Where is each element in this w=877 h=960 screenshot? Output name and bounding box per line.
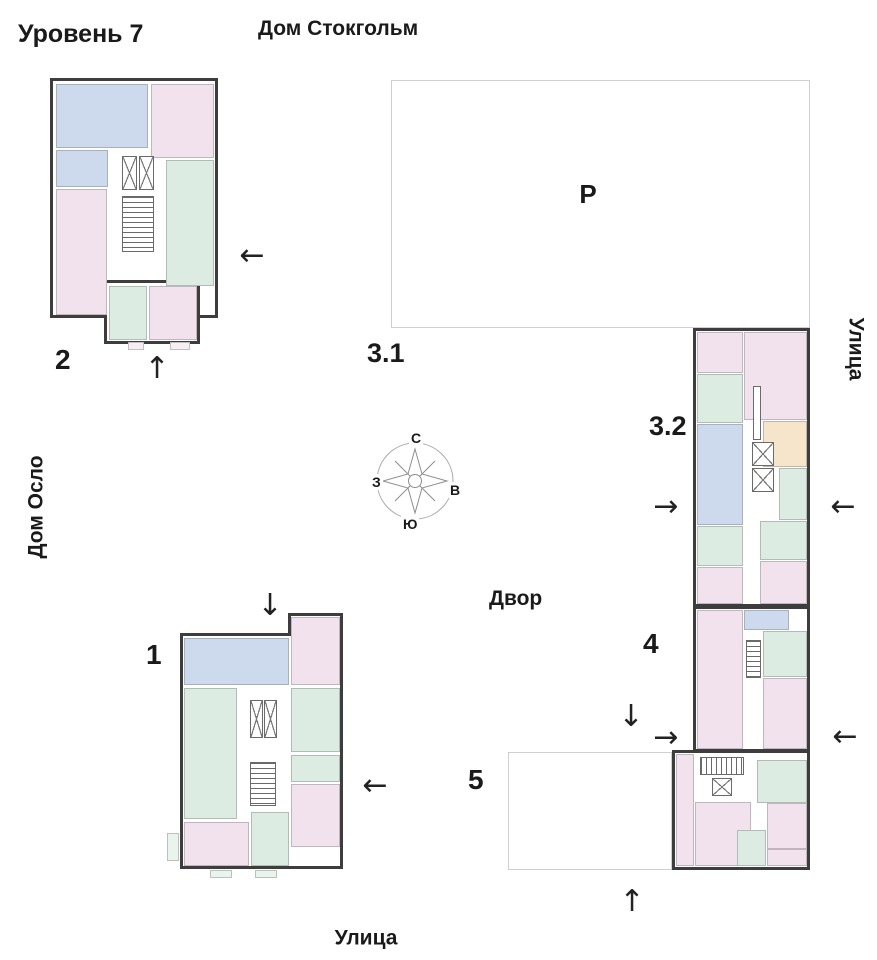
apartment-unit[interactable]	[767, 849, 807, 866]
apartment-unit[interactable]	[760, 521, 807, 560]
entrance-arrow-up: ↑	[144, 350, 170, 386]
balcony	[210, 870, 232, 878]
section-label-2: 2	[55, 344, 71, 375]
apartment-unit[interactable]	[149, 286, 197, 340]
balcony	[255, 870, 277, 878]
compass-south-label: Ю	[401, 516, 420, 532]
apartment-unit[interactable]	[767, 803, 807, 849]
apartment-unit[interactable]	[151, 84, 214, 158]
apartment-unit[interactable]	[757, 760, 807, 803]
parking-block	[391, 80, 810, 328]
apartment-unit[interactable]	[763, 678, 807, 749]
apartment-unit[interactable]	[291, 755, 340, 782]
entrance-arrow-right: →	[653, 719, 679, 755]
block-5-outline	[508, 752, 672, 870]
elevator-icon	[122, 156, 137, 190]
page-title: Уровень 7	[18, 20, 144, 48]
street-right-label: Улица	[844, 317, 868, 381]
elevator-icon	[752, 442, 774, 466]
elevator-shaft	[753, 386, 761, 440]
house-stockholm-label: Дом Стокгольм	[258, 17, 419, 40]
apartment-unit[interactable]	[56, 189, 107, 315]
compass-east-label: В	[448, 482, 463, 498]
apartment-unit[interactable]	[697, 526, 743, 566]
stairs-icon	[250, 762, 276, 806]
balcony	[170, 342, 190, 350]
apartment-unit[interactable]	[697, 567, 743, 604]
apartment-unit[interactable]	[56, 84, 148, 148]
section-label-3-1: 3.1	[367, 338, 405, 368]
entrance-arrow-left: ←	[830, 488, 856, 524]
entrance-arrow-down: ↓	[618, 698, 644, 734]
apartment-unit[interactable]	[760, 561, 807, 604]
entrance-arrow-up: ↑	[619, 883, 645, 919]
stairs-icon	[122, 196, 154, 252]
stairs-icon	[746, 640, 761, 678]
apartment-unit[interactable]	[166, 160, 214, 286]
section-divider-wall	[695, 604, 808, 609]
balcony	[167, 833, 179, 861]
street-bottom-label: Улица	[334, 926, 398, 950]
apartment-unit[interactable]	[737, 830, 766, 866]
apartment-unit[interactable]	[184, 638, 289, 685]
elevator-icon	[752, 468, 774, 492]
apartment-unit[interactable]	[109, 286, 147, 340]
apartment-unit[interactable]	[184, 822, 249, 866]
apartment-unit[interactable]	[697, 424, 743, 525]
entrance-arrow-left: ←	[832, 718, 858, 754]
apartment-unit[interactable]	[763, 631, 807, 677]
section-label-3-2: 3.2	[649, 411, 687, 441]
stairs-icon	[700, 757, 744, 775]
section-label-5: 5	[468, 764, 484, 795]
apartment-unit[interactable]	[291, 688, 340, 752]
apartment-unit[interactable]	[184, 688, 237, 819]
courtyard-label: Двор	[489, 587, 543, 610]
parking-label: Р	[579, 179, 597, 209]
apartment-unit[interactable]	[676, 754, 694, 866]
elevator-icon	[264, 700, 277, 738]
apartment-unit[interactable]	[744, 610, 789, 630]
entrance-arrow-right: →	[653, 488, 679, 524]
entrance-arrow-left: ←	[362, 767, 388, 803]
section-label-4: 4	[643, 628, 659, 659]
apartment-unit[interactable]	[251, 812, 289, 866]
apartment-unit[interactable]	[697, 332, 743, 373]
apartment-unit[interactable]	[697, 374, 743, 423]
apartment-unit[interactable]	[291, 784, 340, 847]
elevator-icon	[250, 700, 263, 738]
elevator-icon	[712, 778, 732, 796]
section-label-1: 1	[146, 639, 162, 670]
entrance-arrow-down: ↓	[257, 587, 283, 623]
apartment-unit[interactable]	[291, 617, 340, 685]
apartment-unit[interactable]	[697, 610, 743, 749]
compass-west-label: З	[370, 474, 383, 490]
compass-rose: С В Ю З	[370, 430, 463, 532]
house-oslo-label: Дом Осло	[24, 455, 48, 559]
entrance-arrow-left: ←	[239, 237, 265, 273]
balcony	[128, 342, 144, 350]
elevator-icon	[139, 156, 154, 190]
apartment-unit[interactable]	[779, 468, 807, 520]
compass-north-label: С	[409, 430, 424, 446]
apartment-unit[interactable]	[56, 150, 108, 187]
